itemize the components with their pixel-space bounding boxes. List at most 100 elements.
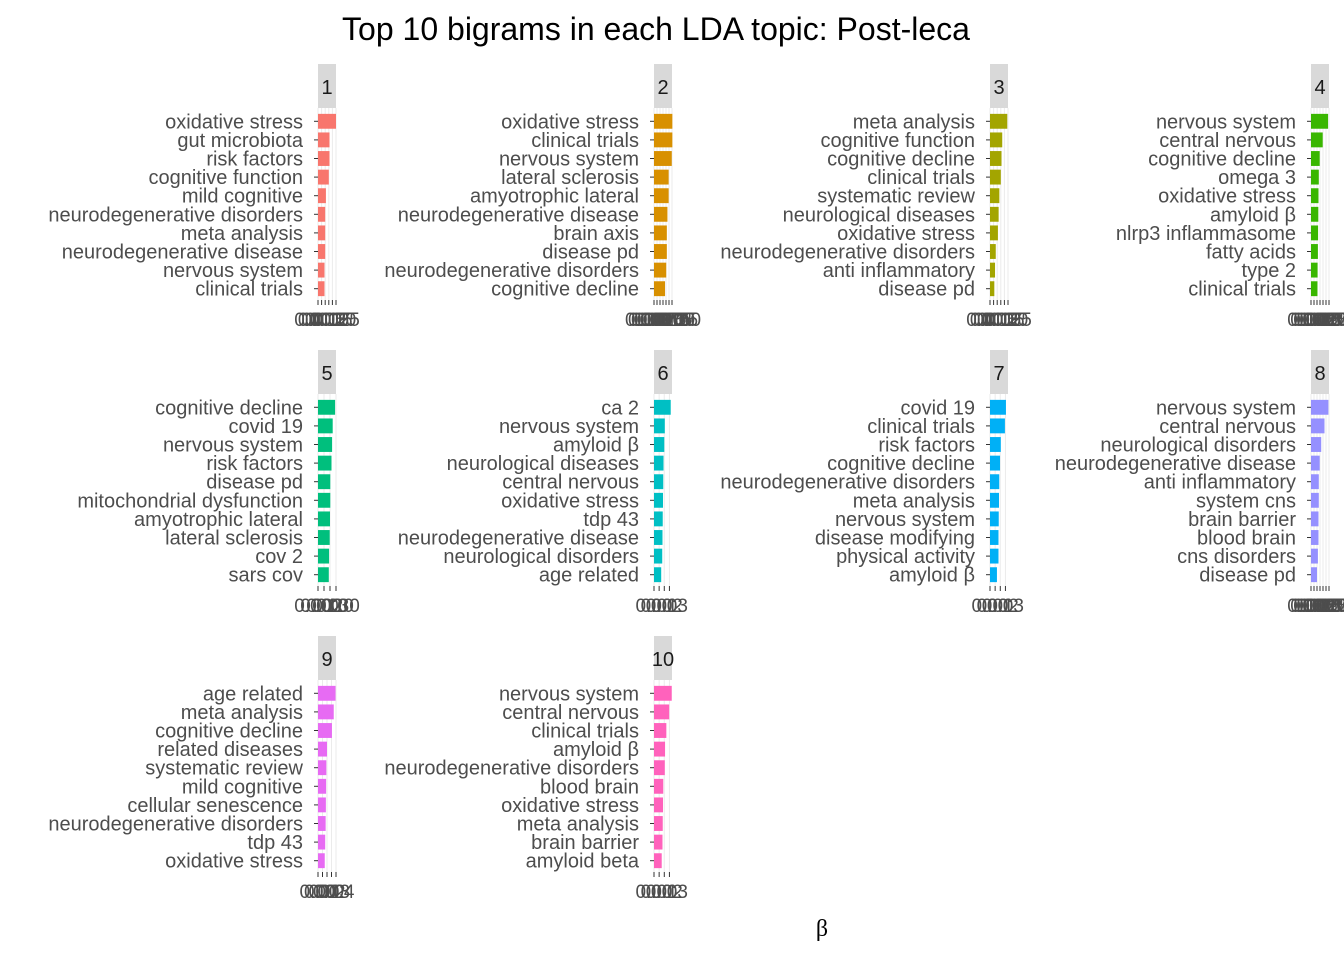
bar	[1311, 262, 1318, 278]
x-tick-label: 0.005	[298, 310, 346, 331]
x-tick-label: 0.000	[294, 596, 342, 617]
x-tick-label: 0.015	[1296, 310, 1344, 331]
category-label: oxidative stress	[165, 851, 303, 873]
bar	[654, 206, 668, 222]
category-label: oxidative stress	[501, 490, 639, 512]
category-label: sars cov	[229, 565, 303, 587]
bar	[318, 741, 327, 757]
bar	[318, 188, 326, 204]
bar	[318, 492, 331, 508]
x-tick-label: 0.0050	[631, 310, 689, 331]
category-label: neurodegenerative disease	[398, 204, 639, 226]
bar	[990, 455, 1001, 471]
bar	[654, 225, 667, 241]
x-tick-label: 0.015	[1296, 596, 1344, 617]
facet-strip	[318, 64, 336, 108]
x-tick-label: 0.025	[984, 310, 1032, 331]
bar	[654, 244, 667, 259]
category-label: nervous system	[499, 149, 639, 171]
category-label: central nervous	[502, 702, 639, 724]
bar	[318, 853, 325, 869]
category-label: meta analysis	[181, 702, 303, 724]
category-label: cognitive decline	[827, 453, 975, 475]
category-label: neurodegenerative disorders	[48, 204, 303, 226]
x-tick-label: 0.020	[309, 310, 357, 331]
bar	[990, 511, 999, 527]
category-label: oxidative stress	[165, 111, 303, 133]
x-tick-label: 0.010	[301, 310, 349, 331]
bar	[1311, 244, 1318, 259]
bar	[654, 262, 667, 278]
bar	[318, 262, 325, 278]
category-label: fatty acids	[1206, 242, 1296, 264]
x-tick-label: 0.00	[972, 596, 1009, 617]
category-label: cognitive decline	[1148, 149, 1296, 171]
x-tick-label: 0.015	[305, 310, 353, 331]
x-tick-label: 0.00	[636, 596, 673, 617]
x-tick-label: 0.005	[1290, 310, 1338, 331]
bar	[990, 151, 1002, 166]
bar	[990, 132, 1003, 148]
x-tick-label: 0.010	[1293, 310, 1341, 331]
bar	[654, 685, 672, 701]
chart-title: Top 10 bigrams in each LDA topic: Post-l…	[342, 11, 970, 47]
category-label: type 2	[1242, 260, 1296, 282]
bar	[318, 685, 336, 701]
category-label: nervous system	[499, 683, 639, 705]
facet-strip	[318, 636, 336, 680]
category-label: systematic review	[817, 186, 975, 208]
x-tick-label: 0.02	[646, 596, 683, 617]
category-label: disease modifying	[815, 528, 975, 550]
bar	[1311, 418, 1325, 434]
bar	[654, 567, 662, 583]
bar	[654, 760, 665, 776]
category-label: disease pd	[206, 472, 303, 494]
bar	[318, 797, 326, 813]
bar	[654, 853, 662, 869]
bar	[990, 169, 1001, 185]
bar	[654, 474, 664, 490]
facet-strip-label: 7	[993, 363, 1004, 385]
x-tick-label: 0.000	[1287, 596, 1335, 617]
bar	[1311, 399, 1329, 415]
category-label: cognitive decline	[491, 279, 639, 301]
x-tick-label: 0.0000	[625, 310, 683, 331]
category-label: clinical trials	[531, 721, 639, 743]
category-label: disease pd	[1199, 565, 1296, 587]
category-label: cognitive decline	[827, 149, 975, 171]
bar	[1311, 188, 1319, 204]
bar	[990, 437, 1001, 452]
bar	[1311, 492, 1319, 508]
bar	[654, 132, 673, 148]
bar	[654, 113, 673, 129]
category-label: neurodegenerative disorders	[48, 814, 303, 836]
category-label: physical activity	[836, 546, 975, 568]
bar	[318, 281, 325, 297]
bar	[318, 511, 330, 527]
bar	[654, 151, 672, 166]
bar	[1311, 455, 1320, 471]
bar	[990, 281, 995, 297]
bar	[1311, 530, 1319, 545]
x-tick-label: 0.03	[313, 882, 350, 903]
bar	[654, 437, 665, 452]
facet-strip-label: 1	[321, 77, 332, 99]
bar	[318, 206, 326, 222]
bar	[318, 455, 332, 471]
category-label: cov 2	[255, 546, 303, 568]
category-label: cognitive function	[148, 167, 303, 189]
category-label: cognitive decline	[155, 397, 303, 419]
category-label: related diseases	[157, 739, 303, 761]
category-label: neurodegenerative disorders	[384, 260, 639, 282]
bar	[1311, 281, 1318, 297]
category-label: age related	[203, 683, 303, 705]
facet-strip-label: 5	[321, 363, 332, 385]
x-tick-label: 0.01	[304, 882, 341, 903]
bar	[654, 492, 663, 508]
facet-strip-label: 4	[1314, 77, 1325, 99]
bar	[318, 834, 326, 850]
